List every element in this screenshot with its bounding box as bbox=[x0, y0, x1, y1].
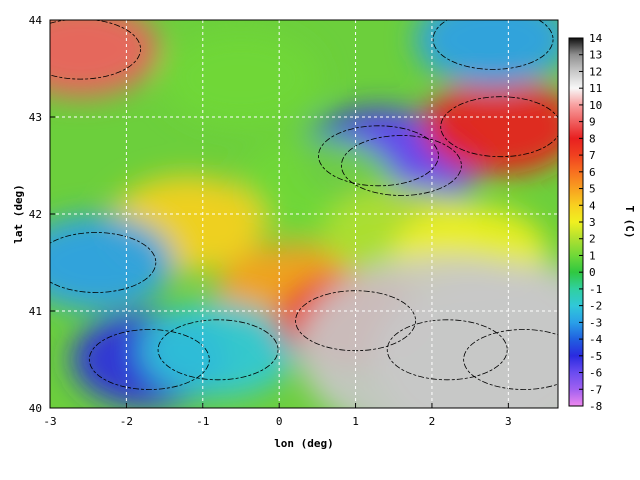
x-tick-label: -1 bbox=[196, 415, 209, 428]
x-tick-label: -3 bbox=[43, 415, 56, 428]
y-tick-label: 42 bbox=[29, 208, 42, 221]
contour-lines bbox=[50, 20, 558, 390]
colorbar-tick-label: 13 bbox=[589, 49, 602, 62]
field-region-0 bbox=[50, 20, 159, 98]
x-axis-title: lon (deg) bbox=[274, 437, 334, 450]
y-tick-label: 43 bbox=[29, 111, 42, 124]
colorbar-tick-label: -1 bbox=[589, 283, 602, 296]
colorbar-tick-label: 4 bbox=[589, 199, 596, 212]
temperature-field bbox=[50, 20, 558, 408]
x-tick-label: 1 bbox=[352, 415, 359, 428]
y-tick-label: 44 bbox=[29, 14, 43, 27]
y-axis-title: lat (deg) bbox=[12, 184, 25, 244]
colorbar-tick-label: 0 bbox=[589, 266, 596, 279]
contour-2 bbox=[340, 135, 462, 196]
colorbar-tick-label: 3 bbox=[589, 216, 596, 229]
colorbar-tick-label: 9 bbox=[589, 116, 596, 129]
contour-15 bbox=[463, 329, 558, 390]
colorbar-tick-label: 7 bbox=[589, 149, 596, 162]
field-region-9 bbox=[140, 301, 297, 398]
contour-7 bbox=[50, 232, 157, 293]
contour-9 bbox=[157, 319, 279, 381]
colorbar-tick-label: -4 bbox=[589, 333, 603, 346]
colorbar-tick-label: 12 bbox=[589, 65, 602, 78]
field-region-4 bbox=[162, 30, 319, 127]
colorbar-tick-label: -5 bbox=[589, 350, 602, 363]
field-region-7 bbox=[50, 214, 174, 311]
colorbar-tick-label: -6 bbox=[589, 367, 602, 380]
field-region-12 bbox=[422, 78, 558, 175]
colorbar-tick-label: -8 bbox=[589, 400, 602, 413]
colorbar-tick-label: 1 bbox=[589, 249, 596, 262]
colorbar-tick-label: 5 bbox=[589, 183, 596, 196]
colorbar-tick-label: 11 bbox=[589, 82, 602, 95]
colorbar-tick-label: 6 bbox=[589, 166, 596, 179]
colorbar-tick-label: 8 bbox=[589, 132, 596, 145]
field-region-15 bbox=[373, 264, 558, 408]
y-tick-label: 41 bbox=[29, 305, 42, 318]
x-tick-label: 0 bbox=[276, 415, 283, 428]
grid-lines bbox=[50, 20, 558, 408]
contour-1 bbox=[318, 125, 439, 187]
colorbar-tick-label: -2 bbox=[589, 300, 602, 313]
contour-8 bbox=[88, 329, 210, 390]
colorbar-tick-label: 10 bbox=[589, 99, 602, 112]
plot-area bbox=[49, 19, 559, 409]
colorbar-tick-label: 14 bbox=[589, 32, 603, 45]
y-axis: 40 41 42 43 44 bbox=[29, 14, 55, 415]
contour-0 bbox=[50, 20, 141, 80]
contour-12 bbox=[440, 96, 558, 158]
x-axis: -3 -2 -1 0 1 2 3 bbox=[43, 403, 512, 428]
contour-14 bbox=[386, 319, 508, 381]
colorbar-tick-label: -7 bbox=[589, 383, 602, 396]
colorbar-title: T (C) bbox=[623, 205, 636, 238]
y-tick-label: 40 bbox=[29, 402, 42, 415]
x-tick-label: 2 bbox=[429, 415, 436, 428]
field-region-16 bbox=[415, 20, 558, 88]
x-tick-label: -2 bbox=[120, 415, 133, 428]
colorbar-tick-label: -3 bbox=[589, 316, 602, 329]
colorbar-tick-label: 2 bbox=[589, 233, 596, 246]
contour-16 bbox=[432, 20, 554, 70]
x-tick-label: 3 bbox=[505, 415, 512, 428]
